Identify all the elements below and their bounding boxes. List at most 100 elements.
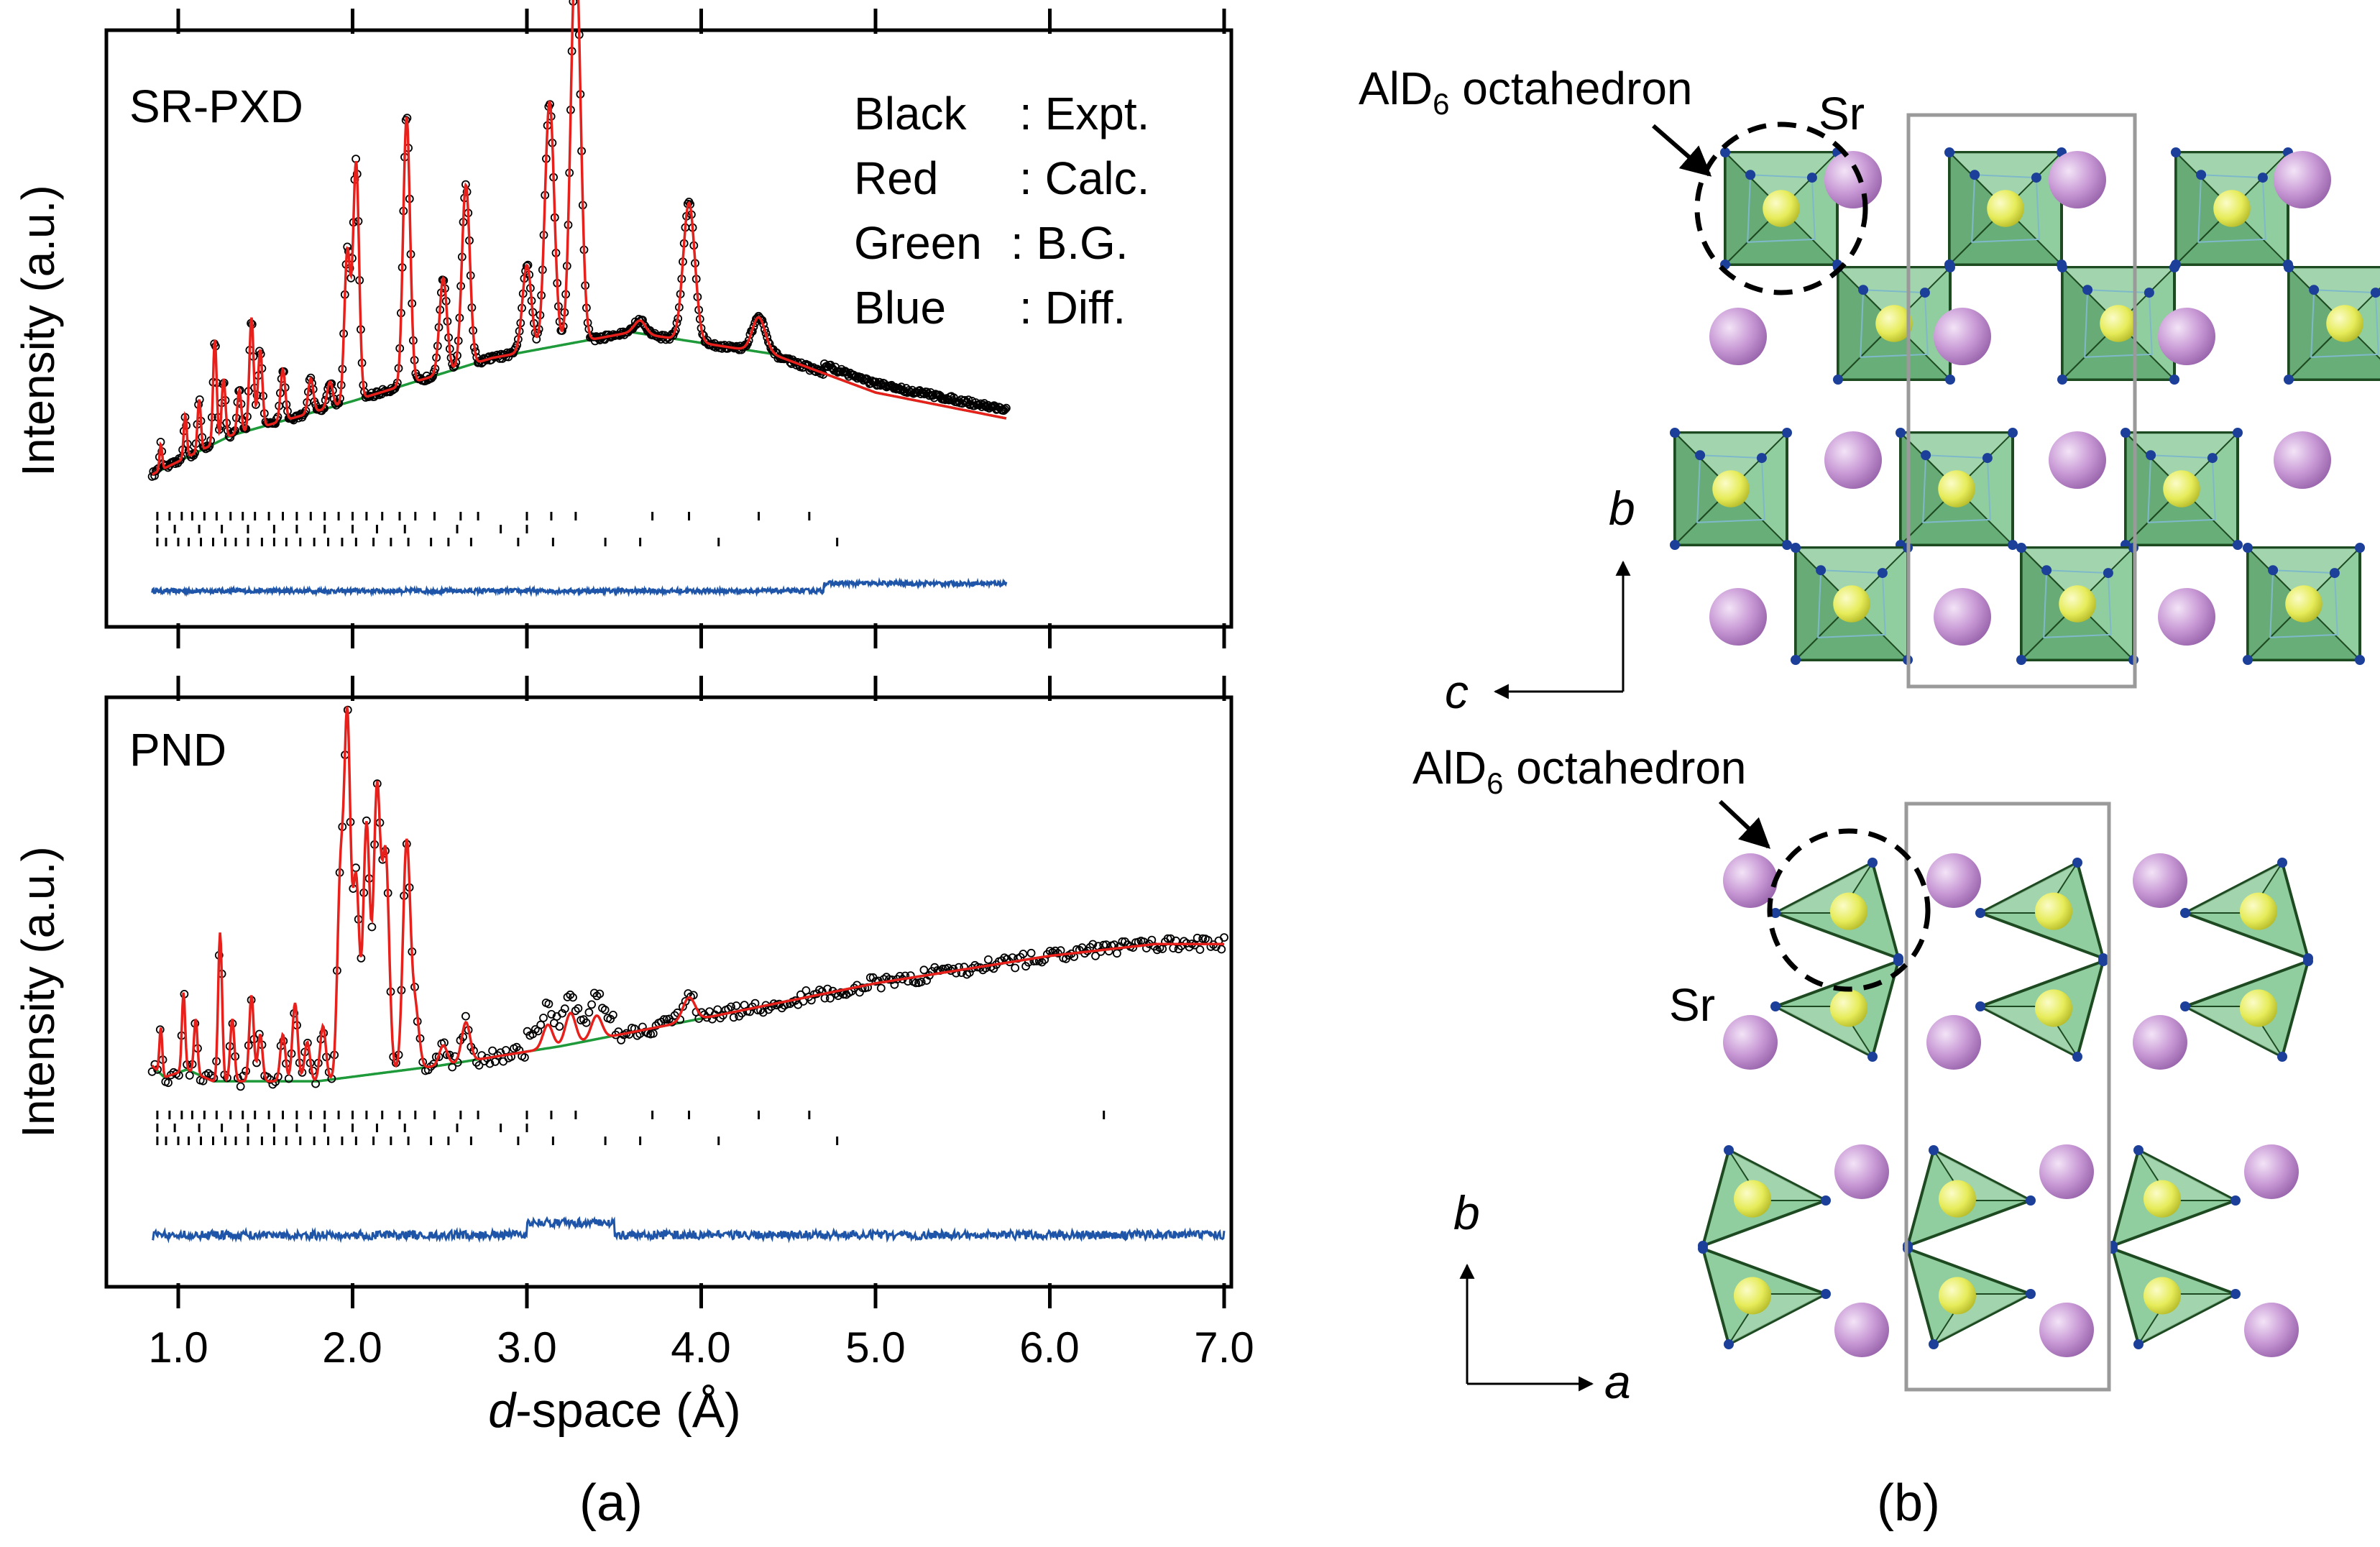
pnd-expt-point [1053, 949, 1062, 958]
d-atom [2230, 1289, 2241, 1299]
d-atom [1944, 147, 1954, 157]
d-atom [2284, 375, 2294, 385]
pnd-expt-point [659, 1015, 668, 1024]
al-atom [1938, 470, 1975, 508]
pnd-expt-point [544, 999, 553, 1009]
c-axis-label: c [1445, 665, 1469, 718]
d-atom [1929, 1145, 1939, 1155]
al-atom [2240, 892, 2277, 930]
pnd-expt-point [777, 1004, 786, 1013]
octahedron-edge [2084, 289, 2153, 358]
legend-name-diff: Blue [854, 282, 946, 334]
caption-a: (a) [579, 1474, 643, 1532]
d-atom [1791, 543, 1801, 553]
pnd-expt-point [1217, 945, 1226, 954]
sr-pxd-calc-curve [151, 0, 1007, 476]
d-atom [1782, 428, 1792, 438]
d-atom [1867, 858, 1878, 868]
legend: Black : Expt. Red : Calc. Green : B.G. B… [854, 88, 1149, 334]
d-atom [2284, 262, 2294, 272]
pnd-expt-point [429, 1060, 438, 1069]
al-atom [1734, 1277, 1771, 1315]
top-aldo6-octahedron [1670, 428, 1792, 550]
pnd-expt-point [826, 993, 835, 1003]
sr-atom [2039, 1303, 2094, 1357]
al-atom [1875, 305, 1913, 342]
bottom-plot-frame [104, 695, 1233, 1289]
pnd-expt-point [1088, 940, 1098, 949]
legend-desc-expt: : Expt. [1019, 88, 1149, 139]
d-atom [1698, 1244, 1708, 1254]
d-atom [1770, 908, 1781, 918]
legend-name-bg: Green [854, 217, 982, 269]
al-atom [2240, 989, 2277, 1027]
d-atom [1921, 450, 1931, 461]
pnd-expt-point [461, 1011, 470, 1021]
sr-label-top: Sr [1819, 88, 1865, 139]
sr-pxd-title: SR-PXD [129, 81, 303, 132]
pnd-expt-point [729, 1013, 738, 1022]
sr-atom [2133, 853, 2187, 908]
top-aldo6-octahedron [2121, 428, 2243, 550]
sr-atom [1709, 588, 1767, 646]
pnd-expt-point [185, 1071, 194, 1080]
d-atom [2103, 568, 2113, 579]
pnd-expt-point [569, 993, 577, 1002]
legend-desc-diff: : Diff. [1019, 282, 1126, 334]
pnd-expt-point [563, 993, 572, 1001]
d-atom [1770, 1001, 1781, 1011]
d-atom [1945, 262, 1955, 272]
sr-atom [1723, 1015, 1778, 1070]
pnd-calc-curve [151, 706, 1224, 1083]
octahedron-face [1837, 265, 1896, 382]
pnd-expt-point [681, 997, 690, 1006]
d-atom [1896, 428, 1906, 438]
d-atom [2057, 375, 2067, 385]
pnd-expt-point [874, 976, 883, 986]
bottom-aldo6-octahedron [1975, 956, 2108, 1062]
d-atom [2098, 956, 2108, 966]
d-atom [1867, 1052, 1878, 1062]
unit-cell-top [1906, 113, 2137, 689]
sr-atom [2244, 1144, 2299, 1199]
d-atom [2031, 173, 2041, 183]
sr-pxd-diff-curve [151, 577, 1008, 597]
al-atom [2144, 1277, 2181, 1315]
bottom-aldo6-octahedron [2108, 1145, 2241, 1251]
octahedron-highlight-bottom [1767, 828, 1931, 992]
octahedron-face [2247, 546, 2305, 662]
axes-indicator-bc: b c [1445, 482, 1635, 718]
al-atom [2213, 190, 2251, 227]
sr-atom [1926, 1015, 1981, 1070]
d-atom [2268, 565, 2279, 576]
legend-name-expt: Black [854, 88, 968, 139]
pnd-expt-point [600, 1005, 610, 1014]
octahedron-edge [1696, 454, 1765, 523]
d-atom [1858, 285, 1869, 295]
d-atom [2008, 540, 2018, 550]
sr-pxd-expt-point [859, 376, 868, 385]
d-atom [2257, 173, 2268, 183]
bottom-aldo6-octahedron [2180, 956, 2313, 1062]
d-atom [2008, 428, 2018, 438]
d-atom [1806, 173, 1817, 183]
d-atom [2171, 147, 2181, 157]
octahedron-face [1795, 546, 1853, 662]
label-arrow-top [1652, 124, 1712, 177]
sr-atom [1709, 308, 1767, 365]
d-atom [2243, 543, 2253, 553]
bottom-aldo6-octahedron [2108, 1244, 2241, 1349]
crystal-structure-ab-view [1698, 853, 2313, 1357]
al-atom [2326, 305, 2363, 342]
top-aldo6-octahedron [1720, 147, 1842, 270]
octahedron-edge [2269, 569, 2338, 638]
d-atom [2072, 1052, 2082, 1062]
panel-a: SR-PXD PND Intensity (a.u.) Intensity (a… [12, 0, 1254, 1532]
al-atom [1830, 892, 1867, 930]
sr-atom [2244, 1303, 2299, 1357]
pnd-title: PND [129, 724, 226, 776]
d-atom [1919, 288, 1930, 298]
d-atom [1893, 956, 1903, 966]
panel-b: AlD6 octahedron AlD6 octahedron Sr Sr b … [1359, 63, 2380, 1532]
al-atom [1939, 1277, 1976, 1315]
